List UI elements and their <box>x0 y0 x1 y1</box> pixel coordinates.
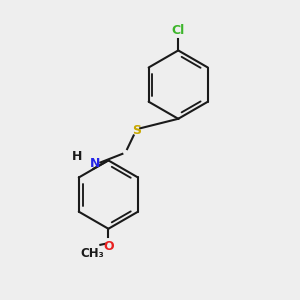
Text: H: H <box>72 150 83 163</box>
Text: N: N <box>90 157 100 170</box>
Text: S: S <box>132 124 141 137</box>
Text: Cl: Cl <box>172 24 185 37</box>
Text: O: O <box>103 240 114 253</box>
Text: CH₃: CH₃ <box>80 247 104 260</box>
